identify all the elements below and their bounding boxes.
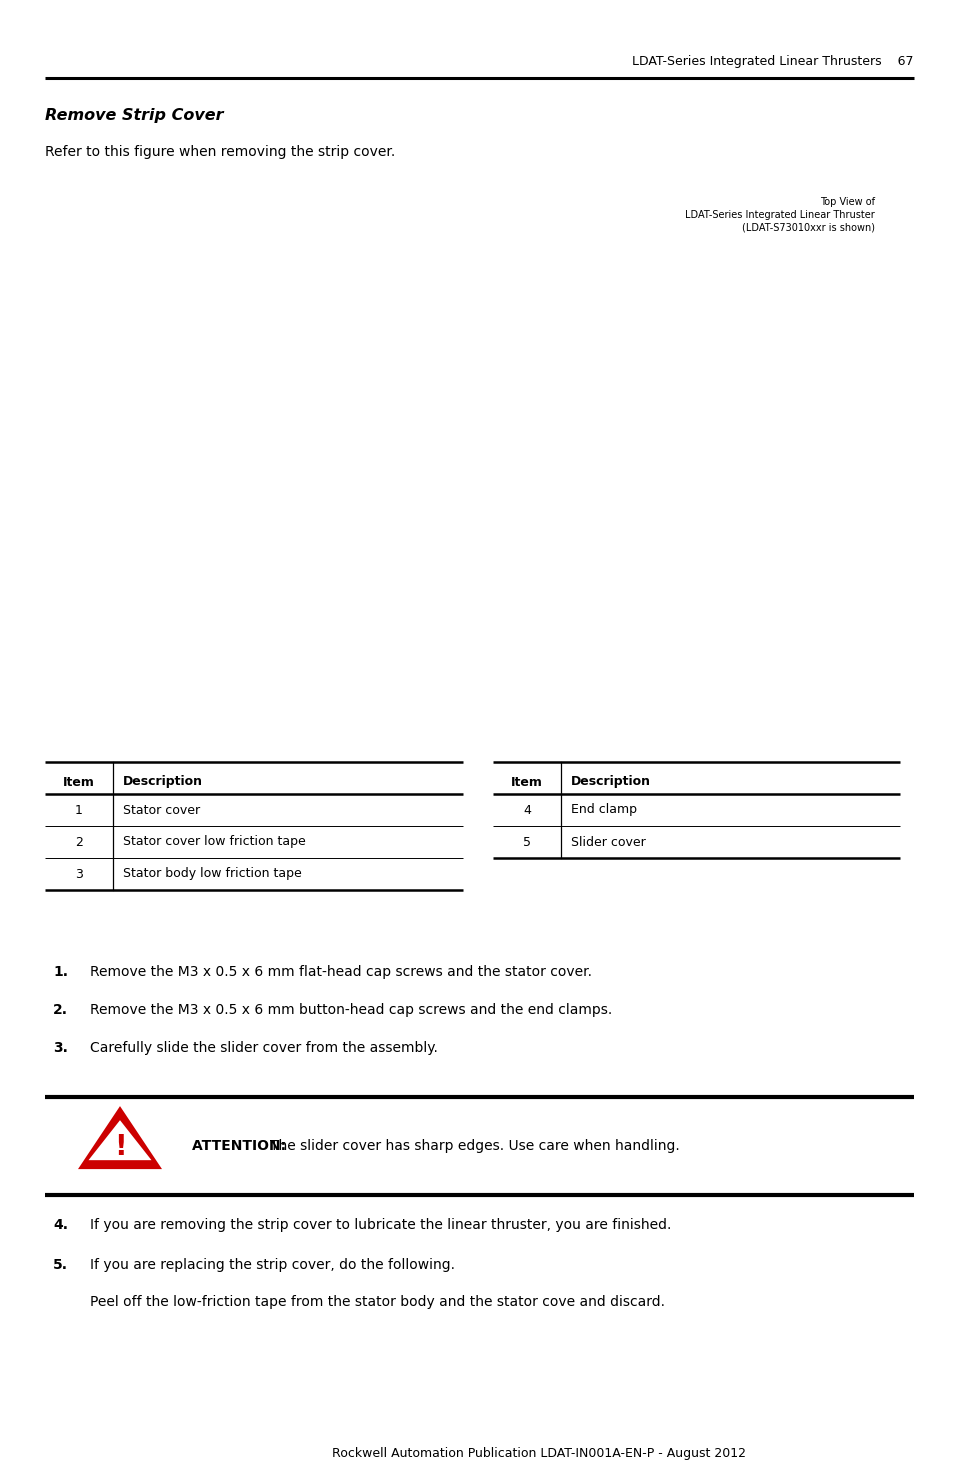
Text: LDAT-Series Integrated Linear Thruster: LDAT-Series Integrated Linear Thruster: [684, 209, 874, 220]
Text: Remove Strip Cover: Remove Strip Cover: [45, 108, 223, 122]
Text: !: !: [113, 1133, 126, 1161]
Text: Description: Description: [571, 776, 650, 789]
Text: 3.: 3.: [53, 1041, 68, 1055]
Text: Item: Item: [63, 776, 95, 789]
Text: (LDAT-S73010xxr is shown): (LDAT-S73010xxr is shown): [741, 223, 874, 233]
Text: Remove the M3 x 0.5 x 6 mm button-head cap screws and the end clamps.: Remove the M3 x 0.5 x 6 mm button-head c…: [90, 1003, 612, 1016]
Text: ATTENTION:: ATTENTION:: [192, 1139, 291, 1153]
Text: 4.: 4.: [53, 1218, 68, 1232]
Text: 5: 5: [522, 835, 531, 848]
Text: Peel off the low-friction tape from the stator body and the stator cove and disc: Peel off the low-friction tape from the …: [90, 1295, 664, 1308]
Text: If you are removing the strip cover to lubricate the linear thruster, you are fi: If you are removing the strip cover to l…: [90, 1218, 671, 1232]
Text: If you are replacing the strip cover, do the following.: If you are replacing the strip cover, do…: [90, 1258, 455, 1271]
Text: Refer to this figure when removing the strip cover.: Refer to this figure when removing the s…: [45, 145, 395, 159]
Text: Remove the M3 x 0.5 x 6 mm flat-head cap screws and the stator cover.: Remove the M3 x 0.5 x 6 mm flat-head cap…: [90, 965, 592, 979]
Text: 5.: 5.: [53, 1258, 68, 1271]
Text: 1.: 1.: [53, 965, 68, 979]
Text: Rockwell Automation Publication LDAT-IN001A-EN-P - August 2012: Rockwell Automation Publication LDAT-IN0…: [333, 1447, 745, 1460]
Polygon shape: [78, 1106, 162, 1170]
Text: 3: 3: [75, 867, 83, 881]
Text: 1: 1: [75, 804, 83, 817]
Text: 2.: 2.: [53, 1003, 68, 1016]
Text: LDAT-Series Integrated Linear Thrusters    67: LDAT-Series Integrated Linear Thrusters …: [632, 56, 913, 68]
Polygon shape: [89, 1120, 152, 1161]
Text: Item: Item: [511, 776, 542, 789]
Text: 2: 2: [75, 835, 83, 848]
Text: Top View of: Top View of: [820, 198, 874, 206]
Text: Carefully slide the slider cover from the assembly.: Carefully slide the slider cover from th…: [90, 1041, 437, 1055]
Text: Description: Description: [123, 776, 203, 789]
Text: Slider cover: Slider cover: [571, 835, 645, 848]
Text: Stator cover low friction tape: Stator cover low friction tape: [123, 835, 305, 848]
Text: Stator body low friction tape: Stator body low friction tape: [123, 867, 301, 881]
Text: End clamp: End clamp: [571, 804, 637, 817]
Text: Stator cover: Stator cover: [123, 804, 200, 817]
Text: 4: 4: [522, 804, 531, 817]
Text: The slider cover has sharp edges. Use care when handling.: The slider cover has sharp edges. Use ca…: [270, 1139, 679, 1153]
